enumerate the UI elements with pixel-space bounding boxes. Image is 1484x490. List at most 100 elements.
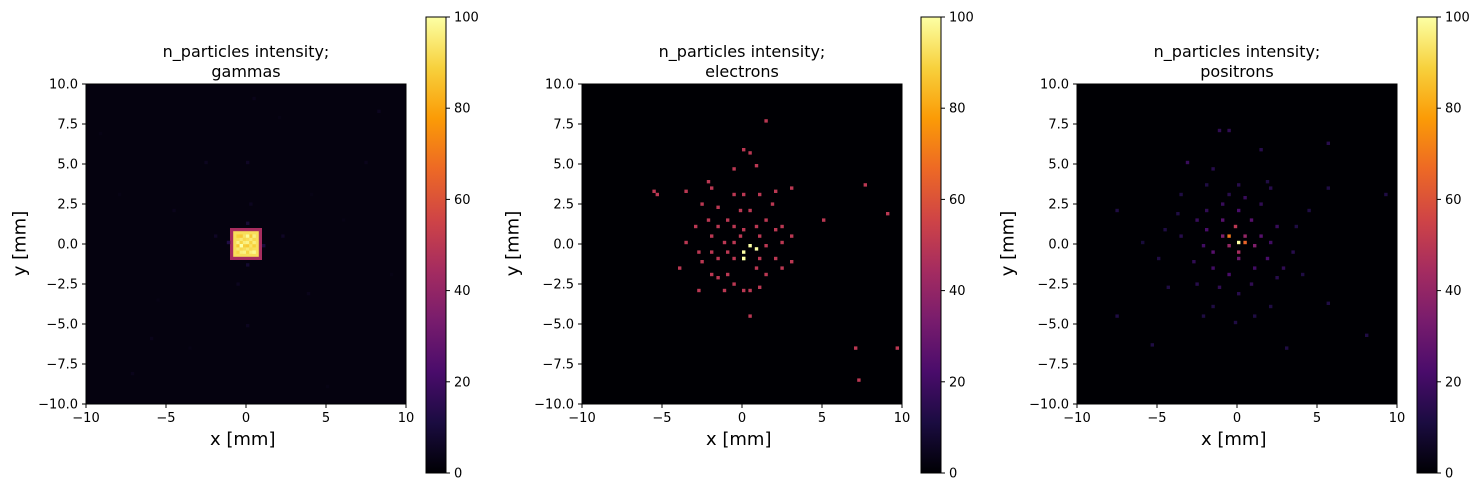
heatmap-cell bbox=[156, 298, 160, 302]
y-tick-label: 2.5 bbox=[1048, 198, 1069, 213]
chart-title-line2: gammas bbox=[211, 62, 281, 81]
heatmap-cell bbox=[242, 244, 247, 248]
heatmap-cell bbox=[1249, 218, 1254, 222]
heatmap-cell bbox=[1233, 224, 1238, 229]
heatmap-cell bbox=[790, 234, 794, 238]
heatmap-cell bbox=[242, 240, 247, 245]
heatmap-cell bbox=[246, 250, 250, 254]
y-tick-label: −10.0 bbox=[1029, 398, 1069, 413]
heatmap-cell bbox=[758, 285, 762, 289]
heatmap-cell bbox=[246, 324, 250, 328]
heatmap-cell bbox=[1384, 192, 1388, 197]
x-tick-label: 5 bbox=[818, 411, 826, 426]
y-tick-label: −7.5 bbox=[1037, 358, 1069, 373]
y-tick-label: −10.0 bbox=[534, 398, 574, 413]
heatmap-cell bbox=[1275, 276, 1279, 280]
panel-positrons: n_particles intensity; positrons −10 −5 0 5… bbox=[989, 0, 1484, 490]
heatmap-cell bbox=[1265, 256, 1270, 261]
heatmap-cell bbox=[1217, 128, 1222, 133]
heatmap-cell bbox=[1237, 183, 1241, 187]
heatmap-cell bbox=[1253, 244, 1257, 248]
heatmap-cell bbox=[895, 346, 899, 350]
heatmap-cell bbox=[732, 192, 736, 197]
heatmap-cell bbox=[863, 183, 867, 187]
heatmap-cell bbox=[1185, 160, 1190, 165]
heatmap-cell bbox=[754, 224, 759, 229]
heatmap-cell bbox=[239, 244, 243, 248]
colorbar-tick-label: 80 bbox=[949, 102, 966, 117]
heatmap-cell bbox=[1211, 304, 1215, 309]
heatmap-cell bbox=[1259, 202, 1263, 206]
heatmap-cell bbox=[774, 228, 778, 232]
heatmap-cell bbox=[130, 372, 135, 376]
heatmap-cell bbox=[722, 288, 727, 293]
heatmap-cell bbox=[732, 256, 736, 261]
colorbar bbox=[425, 16, 447, 474]
heatmap-cells bbox=[652, 119, 899, 382]
heatmap-cell bbox=[1217, 285, 1222, 289]
heatmap-cell bbox=[684, 240, 688, 245]
heatmap-cell bbox=[1115, 208, 1119, 213]
chart-title: n_particles intensity; electrons bbox=[582, 42, 902, 82]
heatmap-cell bbox=[1243, 240, 1247, 245]
heatmap-cell bbox=[252, 250, 256, 254]
heatmap-cell bbox=[700, 202, 704, 206]
colorbar-tick-label: 100 bbox=[949, 11, 974, 26]
heatmap-cell bbox=[1237, 292, 1241, 296]
y-tick-label: 5.0 bbox=[1048, 158, 1069, 173]
heatmap-cell bbox=[764, 272, 768, 277]
heatmap-cell bbox=[252, 237, 256, 241]
heatmap-cell bbox=[716, 224, 720, 229]
heatmap-cell bbox=[1195, 218, 1199, 222]
colorbar-tick-label: 60 bbox=[949, 193, 966, 208]
heatmap-cell bbox=[678, 266, 682, 270]
y-tick-label: −5.0 bbox=[46, 318, 78, 333]
heatmap-cell bbox=[1326, 141, 1330, 145]
heatmap-cell bbox=[1211, 250, 1215, 254]
x-axis-label: x [mm] bbox=[1201, 429, 1267, 450]
heatmap-cell bbox=[1265, 180, 1270, 184]
heatmap-cell bbox=[246, 234, 250, 238]
heatmap-cell bbox=[732, 282, 736, 286]
heatmap-cell bbox=[694, 224, 698, 229]
heatmap-cell bbox=[726, 272, 730, 277]
heatmap-cell bbox=[758, 234, 762, 238]
x-tick-label: 5 bbox=[322, 411, 330, 426]
heatmap-cell bbox=[1237, 250, 1241, 254]
y-axis-label: y [mm] bbox=[9, 210, 31, 277]
heatmap-cell bbox=[738, 208, 743, 213]
heatmap-cell bbox=[1227, 128, 1231, 133]
y-tick-label: 5.0 bbox=[57, 158, 78, 173]
colorbar-tick-label: 80 bbox=[1445, 102, 1462, 117]
heatmap-cell bbox=[732, 224, 736, 229]
heatmap-cell bbox=[1221, 234, 1225, 238]
heatmap-cell bbox=[246, 263, 250, 267]
y-tick-label: −2.5 bbox=[1037, 278, 1069, 293]
heatmap-cell bbox=[1201, 314, 1206, 318]
heatmap-cell bbox=[1176, 212, 1180, 216]
heatmap-cell bbox=[732, 167, 736, 171]
y-tick-label: 7.5 bbox=[1048, 118, 1069, 133]
heatmap-cell bbox=[722, 240, 727, 245]
heatmap-cell bbox=[236, 240, 240, 245]
panel-gammas: n_particles intensity; gammas −10 −5 0 5 10−… bbox=[0, 0, 494, 490]
heatmap-cell bbox=[188, 346, 192, 350]
heatmap-cell bbox=[726, 218, 730, 222]
heatmap-cell bbox=[754, 266, 759, 270]
y-tick-label: 10.0 bbox=[1040, 78, 1069, 93]
heatmap-cell bbox=[790, 260, 794, 264]
heatmap-cell bbox=[758, 256, 762, 261]
heatmap-cell bbox=[236, 237, 240, 241]
heatmap-cell bbox=[1227, 244, 1231, 248]
y-tick-label: 2.5 bbox=[553, 198, 574, 213]
heatmap-cell bbox=[1163, 228, 1167, 232]
heatmap-cell bbox=[697, 288, 701, 293]
colorbar-tick-label: 20 bbox=[1445, 375, 1462, 390]
heatmap-cell bbox=[1221, 202, 1225, 206]
x-tick-label: 10 bbox=[1389, 411, 1406, 426]
heatmap-cell bbox=[246, 160, 250, 165]
y-tick-label: 2.5 bbox=[57, 198, 78, 213]
y-tick-label: −5.0 bbox=[542, 318, 574, 333]
heatmap-cell bbox=[1326, 301, 1330, 305]
panel-electrons: n_particles intensity; electrons −10 −5 0 5… bbox=[494, 0, 989, 490]
